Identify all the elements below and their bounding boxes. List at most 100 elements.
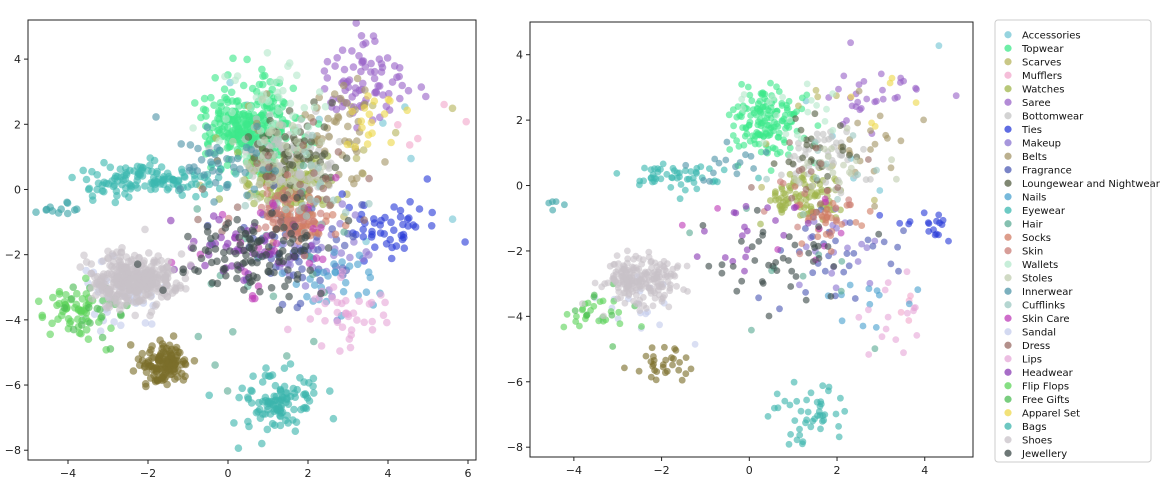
scatter-point bbox=[280, 223, 288, 232]
legend-marker bbox=[1004, 247, 1012, 255]
scatter-point bbox=[233, 274, 241, 283]
scatter-point bbox=[391, 128, 400, 137]
legend-marker bbox=[1004, 314, 1012, 322]
scatter-point bbox=[871, 345, 879, 353]
scatter-point bbox=[655, 268, 662, 276]
scatter-point bbox=[342, 296, 350, 305]
scatter-point bbox=[346, 253, 354, 262]
scatter-point bbox=[242, 152, 251, 161]
scatter-point bbox=[791, 241, 799, 249]
scatter-point bbox=[310, 281, 319, 289]
scatter-point bbox=[288, 161, 297, 169]
scatter-point bbox=[271, 167, 280, 175]
scatter-point bbox=[157, 163, 166, 171]
scatter-point bbox=[338, 190, 347, 198]
scatter-point bbox=[667, 184, 675, 191]
series-apparel-set bbox=[847, 74, 920, 130]
scatter-point bbox=[758, 278, 766, 285]
scatter-point bbox=[840, 72, 848, 80]
scatter-point bbox=[600, 312, 607, 320]
scatter-point bbox=[340, 228, 348, 236]
series-mufflers bbox=[394, 100, 471, 149]
scatter-point bbox=[229, 328, 237, 336]
scatter-point bbox=[307, 161, 315, 169]
scatter-point bbox=[772, 196, 779, 204]
scatter-point bbox=[648, 344, 656, 352]
scatter-point bbox=[352, 154, 361, 163]
scatter-point bbox=[305, 186, 314, 194]
scatter-point bbox=[147, 288, 156, 297]
scatter-point bbox=[251, 219, 259, 227]
scatter-point bbox=[662, 369, 669, 377]
scatter-point bbox=[815, 255, 823, 262]
legend-label: Shoes bbox=[1022, 435, 1052, 446]
scatter-point bbox=[189, 244, 197, 253]
scatter-point bbox=[181, 274, 190, 283]
scatter-point bbox=[785, 97, 793, 105]
legend-item: Loungewear and Nightwear bbox=[1004, 179, 1161, 190]
legend-item: Watches bbox=[1004, 84, 1065, 95]
scatter-point bbox=[229, 163, 238, 172]
scatter-point bbox=[624, 283, 632, 291]
scatter-point bbox=[290, 405, 298, 414]
legend-item: Lips bbox=[1004, 354, 1042, 365]
scatter-point bbox=[765, 312, 773, 320]
scatter-point bbox=[229, 54, 237, 63]
scatter-point bbox=[813, 398, 821, 406]
scatter-point bbox=[312, 197, 320, 206]
scatter-point bbox=[675, 366, 683, 374]
scatter-point bbox=[828, 145, 835, 153]
scatter-point bbox=[256, 176, 265, 185]
scatter-point bbox=[913, 85, 920, 93]
scatter-point bbox=[352, 20, 360, 27]
scatter-point bbox=[339, 81, 348, 90]
scatter-point bbox=[855, 87, 863, 95]
scatter-point bbox=[201, 261, 209, 270]
legend-marker bbox=[1004, 139, 1012, 147]
scatter-point bbox=[91, 273, 99, 281]
scatter-point bbox=[277, 167, 285, 175]
scatter-point bbox=[276, 75, 284, 84]
scatter-point bbox=[215, 167, 223, 176]
scatter-point bbox=[197, 156, 206, 164]
scatter-point bbox=[390, 62, 399, 70]
scatter-point bbox=[301, 147, 309, 156]
legend-marker bbox=[1004, 301, 1012, 309]
scatter-point bbox=[636, 307, 644, 314]
scatter-point bbox=[638, 323, 645, 330]
scatter-point bbox=[860, 145, 867, 153]
scatter-point bbox=[317, 289, 325, 298]
scatter-point bbox=[299, 161, 308, 170]
legend-label: Mufflers bbox=[1022, 71, 1062, 82]
scatter-point bbox=[807, 97, 815, 104]
scatter-point bbox=[599, 297, 607, 305]
scatter-point bbox=[151, 302, 160, 310]
scatter-point bbox=[228, 97, 237, 105]
legend-marker bbox=[1004, 260, 1012, 268]
scatter-point bbox=[811, 110, 819, 118]
scatter-point bbox=[867, 176, 874, 183]
scatter-point bbox=[797, 126, 805, 134]
scatter-point bbox=[858, 222, 866, 230]
scatter-point bbox=[355, 52, 363, 60]
scatter-point bbox=[720, 166, 728, 174]
scatter-point bbox=[370, 97, 379, 105]
scatter-point bbox=[748, 97, 756, 105]
scatter-point bbox=[935, 211, 943, 219]
scatter-point bbox=[48, 207, 57, 215]
scatter-point bbox=[888, 74, 896, 82]
scatter-point bbox=[614, 295, 621, 303]
legend-label: Lips bbox=[1022, 354, 1042, 365]
scatter-point bbox=[788, 267, 796, 275]
scatter-point bbox=[144, 167, 152, 175]
scatter-point bbox=[252, 87, 261, 96]
x-tick-label: −2 bbox=[140, 467, 156, 480]
scatter-point bbox=[148, 320, 156, 328]
scatter-point bbox=[814, 93, 822, 101]
scatter-point bbox=[142, 382, 150, 391]
scatter-point bbox=[802, 289, 809, 296]
scatter-point bbox=[160, 365, 169, 373]
scatter-point bbox=[92, 291, 100, 300]
legend-item: Skin Care bbox=[1004, 314, 1070, 325]
scatter-point bbox=[365, 110, 374, 119]
